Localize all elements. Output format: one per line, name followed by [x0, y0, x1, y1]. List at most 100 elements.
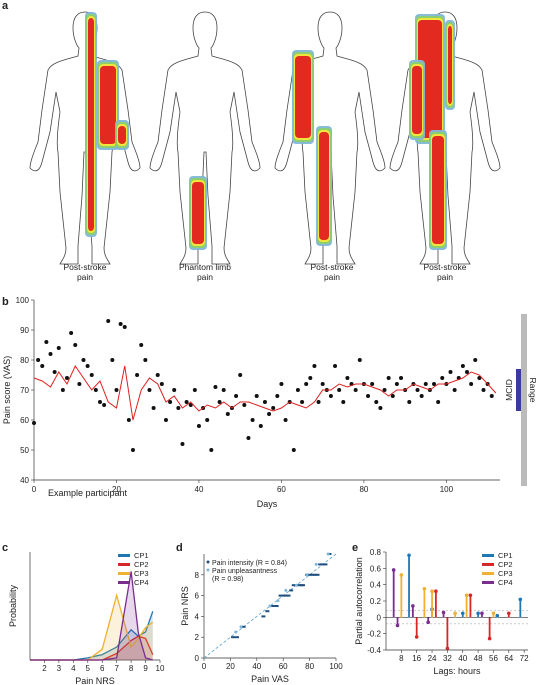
- data-point: [473, 358, 478, 362]
- body-figure-2: [149, 11, 261, 265]
- unpleasantness-point: [234, 630, 238, 634]
- legend-label-CP2: CP2: [498, 560, 513, 569]
- y-tick-label: 0: [377, 613, 382, 622]
- unpleasantness-point: [326, 552, 330, 556]
- x-tick-label: 20: [226, 662, 235, 671]
- data-point: [151, 406, 156, 410]
- data-point: [258, 424, 263, 428]
- x-tick-label: 80: [305, 662, 314, 671]
- data-point: [225, 412, 230, 416]
- data-point: [89, 373, 94, 377]
- heat-patch: [100, 66, 116, 144]
- data-point: [209, 448, 214, 452]
- legend-label-CP4: CP4: [498, 578, 513, 587]
- y-tick-label: 0.8: [370, 548, 382, 557]
- data-point: [130, 448, 135, 452]
- stem-head-CP2: [507, 611, 511, 616]
- intensity-point: [265, 610, 270, 613]
- data-point: [452, 388, 457, 392]
- unpleasantness-point: [305, 573, 309, 577]
- data-point: [73, 343, 78, 347]
- data-point: [440, 376, 445, 380]
- legend-swatch-CP2: [118, 563, 130, 566]
- intensity-point: [231, 636, 236, 639]
- data-point: [291, 448, 296, 452]
- y-tick-label: 70: [20, 386, 29, 395]
- data-point: [163, 418, 168, 422]
- data-point: [159, 382, 164, 386]
- data-point: [139, 343, 144, 347]
- x-tick-label: 60: [277, 485, 286, 494]
- heat-patch: [192, 182, 204, 244]
- data-point: [205, 418, 210, 422]
- data-point: [436, 400, 441, 404]
- stem-head-CP1: [518, 597, 523, 602]
- intensity-point: [235, 636, 239, 639]
- intensity-point: [318, 563, 323, 566]
- y-axis-label: Pain NRS: [180, 586, 190, 626]
- y-tick-label: 50: [20, 446, 29, 455]
- x-tick-label: 10: [156, 664, 165, 673]
- intensity-point: [278, 594, 283, 597]
- data-point: [147, 388, 152, 392]
- data-point: [246, 436, 251, 440]
- unpleasantness-point: [268, 604, 272, 608]
- data-point: [118, 322, 123, 326]
- intensity-point: [270, 605, 275, 607]
- intensity-point: [289, 589, 294, 592]
- body-figure-4: [389, 11, 501, 265]
- y-tick-label: 0.4: [370, 581, 382, 590]
- y-tick-label: 0.6: [370, 564, 382, 573]
- chart-c: 2 3 4 5 6 7 8 9 10 Pain NRS Probability CP1CP2CP3CP…: [8, 551, 165, 685]
- intensity-point: [307, 573, 312, 576]
- mcid-label: MCID: [504, 379, 514, 401]
- x-tick-label: 56: [489, 654, 498, 663]
- legend-intensity: Pain intensity (R = 0.84): [212, 560, 287, 567]
- x-tick-label: 40: [458, 654, 467, 663]
- panel-e-letter: e: [352, 542, 359, 554]
- stem-head-CP4: [426, 620, 431, 625]
- y-tick-label: 4: [195, 612, 200, 621]
- unpleasantness-point: [294, 583, 298, 587]
- data-point: [254, 394, 259, 398]
- legend-swatch-CP4: [118, 581, 130, 584]
- figure-label-1: Post-stroke pain: [63, 262, 107, 283]
- y-tick-label: 100: [16, 296, 30, 305]
- stem-head-CP2: [434, 589, 438, 593]
- data-point: [353, 388, 358, 392]
- legend-label-CP1: CP1: [498, 551, 513, 560]
- intensity-point: [281, 594, 286, 597]
- legend-swatch-CP3: [482, 572, 494, 575]
- legend-unpleasantness: Pain unpleasantness: [212, 568, 277, 575]
- data-point: [279, 382, 284, 386]
- stem-head-CP3: [430, 589, 434, 593]
- data-point: [238, 373, 243, 377]
- data-point: [271, 406, 276, 410]
- data-point: [32, 421, 36, 425]
- stem-head-CP2: [445, 646, 450, 651]
- data-point: [250, 418, 255, 422]
- unpleasantness-point: [284, 588, 288, 592]
- x-tick-label: 0: [32, 485, 37, 494]
- legend-intensity-marker: [206, 560, 210, 564]
- data-point: [172, 388, 177, 392]
- data-point: [234, 394, 239, 398]
- figure-label-2: Phantom limb pain: [179, 262, 231, 283]
- stem-head-CP4: [441, 610, 446, 615]
- data-point: [217, 400, 222, 404]
- data-point: [102, 403, 107, 407]
- data-point: [97, 400, 102, 404]
- area-CP3: [30, 595, 153, 660]
- y-tick-label: 0.2: [370, 597, 382, 606]
- data-point: [370, 382, 375, 386]
- data-point: [419, 394, 424, 398]
- data-point: [188, 403, 193, 407]
- data-point: [267, 412, 272, 416]
- x-tick-label: 3: [57, 664, 62, 673]
- y-axis-label: Partial autocorrelation: [354, 557, 364, 645]
- y-axis-label: Probability: [8, 584, 18, 627]
- stem-head-CP4: [480, 611, 484, 616]
- x-tick-label: 24: [428, 654, 437, 663]
- legend-label-CP3: CP3: [134, 569, 149, 578]
- unpleasantness-point: [314, 562, 318, 566]
